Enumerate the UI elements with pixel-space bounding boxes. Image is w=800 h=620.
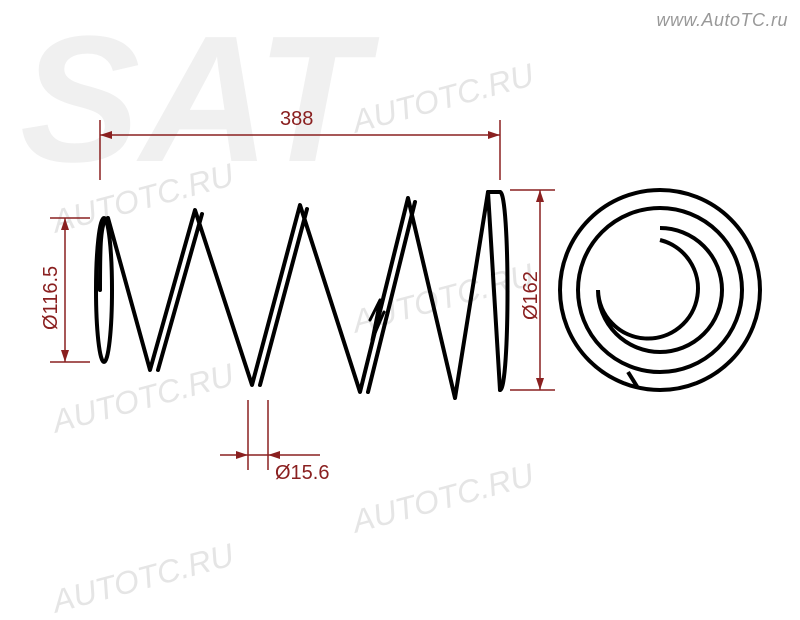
- dim-wire-diameter: Ø15.6: [275, 462, 329, 485]
- dim-large-diameter: Ø162: [520, 271, 543, 320]
- technical-drawing: [0, 0, 800, 600]
- dim-length: 388: [280, 108, 313, 131]
- dim-small-diameter: Ø116.5: [40, 266, 63, 330]
